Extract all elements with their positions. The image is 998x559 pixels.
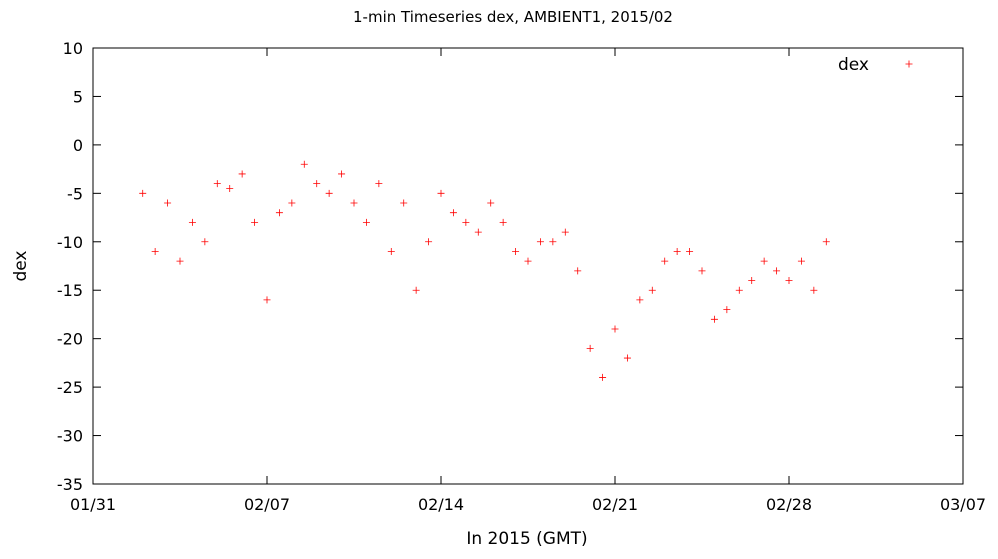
data-point — [797, 257, 805, 265]
data-point — [226, 184, 234, 192]
data-point — [785, 277, 793, 285]
data-point — [661, 257, 669, 265]
data-point — [536, 238, 544, 246]
data-point — [773, 267, 781, 275]
data-point — [375, 180, 383, 188]
data-point — [723, 306, 731, 314]
data-point — [648, 286, 656, 294]
data-point — [288, 199, 296, 207]
data-point — [760, 257, 768, 265]
data-point — [449, 209, 457, 217]
y-axis-label: dex — [11, 250, 31, 281]
x-tick-label: 03/07 — [940, 495, 986, 514]
data-point — [275, 209, 283, 217]
data-point — [611, 325, 619, 333]
scatter-points — [139, 160, 830, 381]
data-point — [524, 257, 532, 265]
data-point — [263, 296, 271, 304]
data-point — [362, 218, 370, 226]
data-point — [487, 199, 495, 207]
data-point — [437, 189, 445, 197]
x-tick-label: 01/31 — [70, 495, 116, 514]
data-point — [549, 238, 557, 246]
data-point — [673, 247, 681, 255]
data-point — [822, 238, 830, 246]
data-point — [387, 247, 395, 255]
data-point — [710, 315, 718, 323]
data-point — [325, 189, 333, 197]
y-tick-label: -5 — [67, 184, 83, 203]
x-tick-label: 02/21 — [592, 495, 638, 514]
data-point — [499, 218, 507, 226]
y-tick-label: 0 — [73, 136, 83, 155]
y-tick-label: 5 — [73, 87, 83, 106]
data-point — [574, 267, 582, 275]
data-point — [686, 247, 694, 255]
data-point — [139, 189, 147, 197]
plot-frame — [92, 47, 964, 485]
x-tick-label: 02/14 — [418, 495, 464, 514]
y-tick-label: -10 — [57, 233, 83, 252]
legend-marker — [905, 60, 913, 68]
data-point — [636, 296, 644, 304]
data-point — [623, 354, 631, 362]
data-point — [698, 267, 706, 275]
y-tick-label: -15 — [57, 281, 83, 300]
data-point — [151, 247, 159, 255]
data-point — [188, 218, 196, 226]
data-point — [561, 228, 569, 236]
data-point — [599, 373, 607, 381]
data-point — [213, 180, 221, 188]
data-point — [425, 238, 433, 246]
y-tick-label: -25 — [57, 378, 83, 397]
data-point — [400, 199, 408, 207]
y-tick-label: 10 — [63, 39, 83, 58]
x-tick-label: 02/28 — [766, 495, 812, 514]
chart-title: 1-min Timeseries dex, AMBIENT1, 2015/02 — [353, 8, 673, 26]
data-point — [313, 180, 321, 188]
legend-marker-plus — [905, 60, 913, 68]
data-point — [164, 199, 172, 207]
data-point — [474, 228, 482, 236]
data-point — [748, 277, 756, 285]
data-point — [412, 286, 420, 294]
x-tick-label: 02/07 — [244, 495, 290, 514]
data-point — [300, 160, 308, 168]
data-point — [512, 247, 520, 255]
legend: dex — [838, 55, 913, 75]
x-axis-label: In 2015 (GMT) — [466, 529, 587, 549]
data-point — [238, 170, 246, 178]
y-tick-label: -20 — [57, 330, 83, 349]
data-point — [350, 199, 358, 207]
y-tick-label: -30 — [57, 427, 83, 446]
data-point — [176, 257, 184, 265]
data-point — [586, 344, 594, 352]
data-point — [338, 170, 346, 178]
data-point — [810, 286, 818, 294]
data-point — [735, 286, 743, 294]
data-point — [201, 238, 209, 246]
data-point — [462, 218, 470, 226]
data-point — [251, 218, 259, 226]
y-tick-label: -35 — [57, 475, 83, 494]
legend-label: dex — [838, 55, 869, 75]
